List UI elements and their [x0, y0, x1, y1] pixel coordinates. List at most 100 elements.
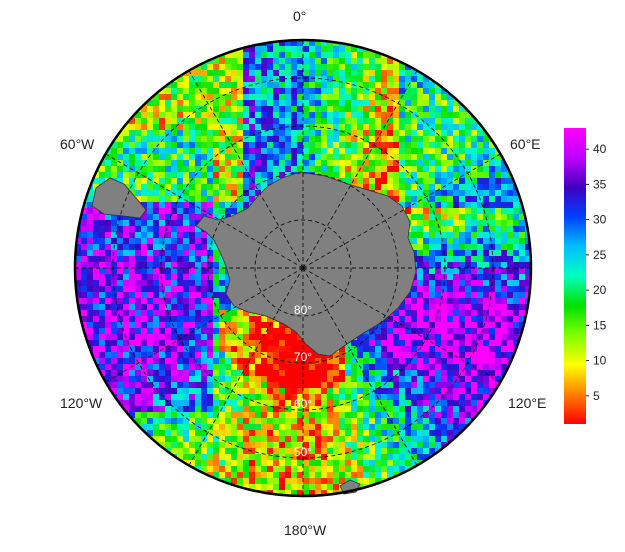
grid-cell: [471, 106, 478, 113]
grid-cell: [423, 394, 430, 401]
grid-cell: [345, 88, 352, 95]
grid-cell: [225, 160, 232, 167]
grid-cell: [159, 148, 166, 155]
grid-cell: [267, 328, 274, 335]
grid-cell: [81, 274, 88, 281]
grid-cell: [225, 346, 232, 353]
grid-cell: [381, 484, 388, 491]
grid-cell: [225, 172, 232, 179]
grid-cell: [183, 424, 190, 431]
grid-cell: [369, 106, 376, 113]
grid-cell: [189, 142, 196, 149]
grid-cell: [183, 376, 190, 383]
grid-cell: [219, 76, 226, 83]
grid-cell: [123, 148, 130, 155]
grid-cell: [291, 118, 298, 125]
grid-cell: [465, 400, 472, 407]
grid-cell: [129, 220, 136, 227]
grid-cell: [117, 262, 124, 269]
grid-cell: [411, 376, 418, 383]
grid-cell: [417, 304, 424, 311]
grid-cell: [321, 142, 328, 149]
grid-cell: [195, 310, 202, 317]
grid-cell: [297, 448, 304, 455]
grid-cell: [165, 334, 172, 341]
grid-cell: [177, 160, 184, 167]
grid-cell: [159, 238, 166, 245]
grid-cell: [477, 394, 484, 401]
grid-cell: [441, 382, 448, 389]
grid-cell: [267, 76, 274, 83]
grid-cell: [231, 142, 238, 149]
grid-cell: [363, 400, 370, 407]
grid-cell: [309, 160, 316, 167]
grid-cell: [195, 274, 202, 281]
grid-cell: [81, 238, 88, 245]
grid-cell: [189, 160, 196, 167]
grid-cell: [111, 274, 118, 281]
grid-cell: [453, 286, 460, 293]
grid-cell: [381, 376, 388, 383]
grid-cell: [189, 268, 196, 275]
grid-cell: [135, 184, 142, 191]
grid-cell: [363, 394, 370, 401]
grid-cell: [417, 346, 424, 353]
grid-cell: [345, 148, 352, 155]
grid-cell: [447, 310, 454, 317]
grid-cell: [315, 52, 322, 59]
grid-cell: [447, 322, 454, 329]
grid-cell: [345, 406, 352, 413]
grid-cell: [471, 304, 478, 311]
grid-cell: [231, 448, 238, 455]
grid-cell: [267, 340, 274, 347]
grid-cell: [399, 412, 406, 419]
grid-cell: [417, 106, 424, 113]
grid-cell: [225, 418, 232, 425]
grid-cell: [321, 490, 328, 496]
grid-cell: [285, 400, 292, 407]
grid-cell: [93, 226, 100, 233]
grid-cell: [243, 382, 250, 389]
grid-cell: [255, 322, 262, 329]
grid-cell: [453, 430, 460, 437]
grid-cell: [483, 280, 490, 287]
grid-cell: [387, 346, 394, 353]
grid-cell: [447, 268, 454, 275]
grid-cell: [201, 352, 208, 359]
grid-cell: [135, 148, 142, 155]
grid-cell: [105, 238, 112, 245]
grid-cell: [519, 346, 526, 353]
grid-cell: [387, 466, 394, 473]
grid-cell: [243, 82, 250, 89]
grid-cell: [423, 388, 430, 395]
grid-cell: [489, 232, 496, 239]
grid-cell: [93, 286, 100, 293]
grid-cell: [495, 346, 502, 353]
grid-cell: [519, 280, 526, 287]
grid-cell: [249, 64, 256, 71]
grid-cell: [393, 160, 400, 167]
grid-cell: [459, 94, 466, 101]
grid-cell: [111, 238, 118, 245]
grid-cell: [279, 172, 286, 179]
grid-cell: [411, 232, 418, 239]
grid-cell: [201, 388, 208, 395]
grid-cell: [369, 112, 376, 119]
grid-cell: [357, 454, 364, 461]
grid-cell: [261, 400, 268, 407]
grid-cell: [111, 160, 118, 167]
grid-cell: [273, 76, 280, 83]
grid-cell: [405, 424, 412, 431]
grid-cell: [369, 148, 376, 155]
grid-cell: [477, 172, 484, 179]
grid-cell: [153, 148, 160, 155]
grid-cell: [279, 418, 286, 425]
grid-cell: [387, 142, 394, 149]
grid-cell: [525, 238, 531, 245]
grid-cell: [405, 472, 412, 479]
grid-cell: [219, 388, 226, 395]
grid-cell: [153, 184, 160, 191]
grid-cell: [453, 370, 460, 377]
grid-cell: [351, 394, 358, 401]
grid-cell: [291, 82, 298, 89]
